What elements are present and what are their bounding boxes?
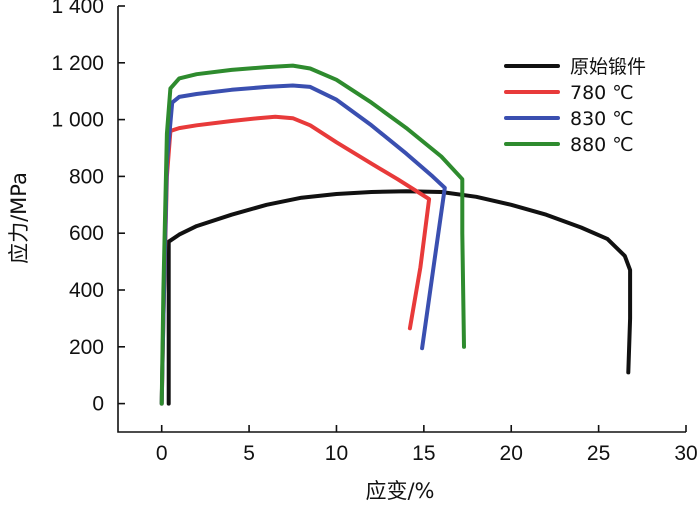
legend-label-2: 780 ℃ xyxy=(570,82,634,104)
x-tick-label: 20 xyxy=(500,442,523,465)
y-tick-label: 200 xyxy=(69,336,104,359)
y-tick-label: 1 400 xyxy=(51,0,104,18)
series-line-1 xyxy=(166,189,633,406)
legend: 原始锻件 780 ℃ 830 ℃ 880 ℃ xyxy=(504,56,646,156)
x-axis-title: 应变/% xyxy=(365,479,434,503)
series-layer xyxy=(159,63,633,406)
axis-frame xyxy=(117,6,686,433)
legend-label-4: 880 ℃ xyxy=(570,134,634,156)
y-axis-title: 应力/MPa xyxy=(7,172,31,264)
series-line-3 xyxy=(159,83,447,406)
y-tick-label: 0 xyxy=(92,393,104,416)
ticks-layer: 0 5 10 15 20 25 30 0 200 400 600 800 1 000 1 200 1 400 xyxy=(51,0,697,465)
x-tick-label: 30 xyxy=(674,442,697,465)
x-tick-label: 5 xyxy=(243,442,255,465)
x-tick-label: 25 xyxy=(587,442,610,465)
y-tick-label: 800 xyxy=(69,165,104,188)
y-tick-label: 400 xyxy=(69,279,104,302)
series-line-2 xyxy=(159,114,432,406)
x-tick-label: 15 xyxy=(412,442,435,465)
series-line-4 xyxy=(159,63,466,406)
x-tick-label: 10 xyxy=(325,442,348,465)
legend-label-1: 原始锻件 xyxy=(570,56,646,78)
legend-label-3: 830 ℃ xyxy=(570,108,634,130)
y-tick-label: 600 xyxy=(69,222,104,245)
y-tick-label: 1 200 xyxy=(51,52,104,75)
x-tick-label: 0 xyxy=(156,442,168,465)
y-tick-label: 1 000 xyxy=(51,109,104,132)
axes xyxy=(117,6,686,433)
